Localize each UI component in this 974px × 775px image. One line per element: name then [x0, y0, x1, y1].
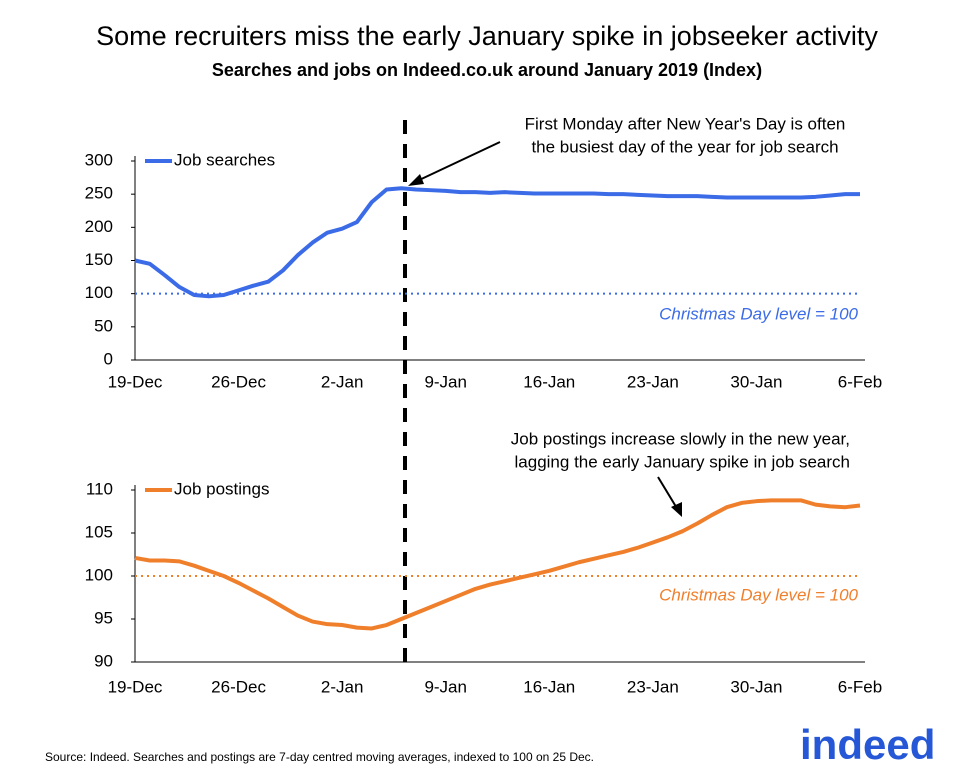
x-tick-label: 26-Dec	[211, 677, 266, 696]
x-tick-label: 30-Jan	[730, 372, 782, 391]
y-tick-label: 110	[86, 479, 113, 498]
x-tick-label: 16-Jan	[523, 372, 575, 391]
x-tick-label: 9-Jan	[424, 372, 467, 391]
x-tick-label: 9-Jan	[424, 677, 467, 696]
series-line	[134, 498, 861, 631]
annotation: lagging the early January spike in job s…	[515, 452, 850, 471]
arrow	[657, 476, 679, 511]
x-tick-label: 30-Jan	[730, 677, 782, 696]
x-tick-label: 23-Jan	[627, 677, 679, 696]
y-tick-label: 0	[104, 349, 113, 368]
arrow-head	[408, 174, 424, 186]
y-tick-label: 100	[85, 565, 113, 584]
arrow	[414, 141, 501, 183]
annotation: First Monday after New Year's Day is oft…	[525, 114, 846, 133]
reference-label: Christmas Day level = 100	[659, 304, 858, 323]
y-tick-label: 300	[85, 150, 113, 169]
y-tick-label: 50	[94, 316, 113, 335]
reference-label: Christmas Day level = 100	[659, 585, 858, 604]
x-tick-label: 6-Feb	[838, 677, 882, 696]
series-line	[134, 186, 860, 299]
x-tick-label: 6-Feb	[838, 372, 882, 391]
y-tick-label: 150	[85, 250, 113, 269]
y-tick-label: 105	[85, 522, 113, 541]
source: Source: Indeed. Searches and postings ar…	[45, 750, 594, 764]
y-tick-label: 200	[85, 217, 113, 236]
y-tick-label: 100	[85, 283, 113, 302]
y-tick-label: 250	[85, 184, 113, 203]
x-tick-label: 2-Jan	[321, 677, 364, 696]
legend-label: Job searches	[174, 150, 275, 169]
annotation: Job postings increase slowly in the new …	[511, 429, 850, 448]
y-tick-label: 95	[94, 608, 113, 627]
x-tick-label: 2-Jan	[321, 372, 364, 391]
x-tick-label: 19-Dec	[108, 677, 163, 696]
arrow-head	[671, 502, 682, 517]
legend-label: Job postings	[174, 479, 269, 498]
logo: indeed	[800, 721, 935, 768]
x-tick-label: 19-Dec	[108, 372, 163, 391]
x-tick-label: 26-Dec	[211, 372, 266, 391]
chart-subtitle: Searches and jobs on Indeed.co.uk around…	[212, 60, 762, 80]
annotation: the busiest day of the year for job sear…	[531, 137, 838, 156]
x-tick-label: 16-Jan	[523, 677, 575, 696]
chart-title: Some recruiters miss the early January s…	[96, 21, 878, 51]
x-tick-label: 23-Jan	[627, 372, 679, 391]
y-tick-label: 90	[94, 651, 113, 670]
